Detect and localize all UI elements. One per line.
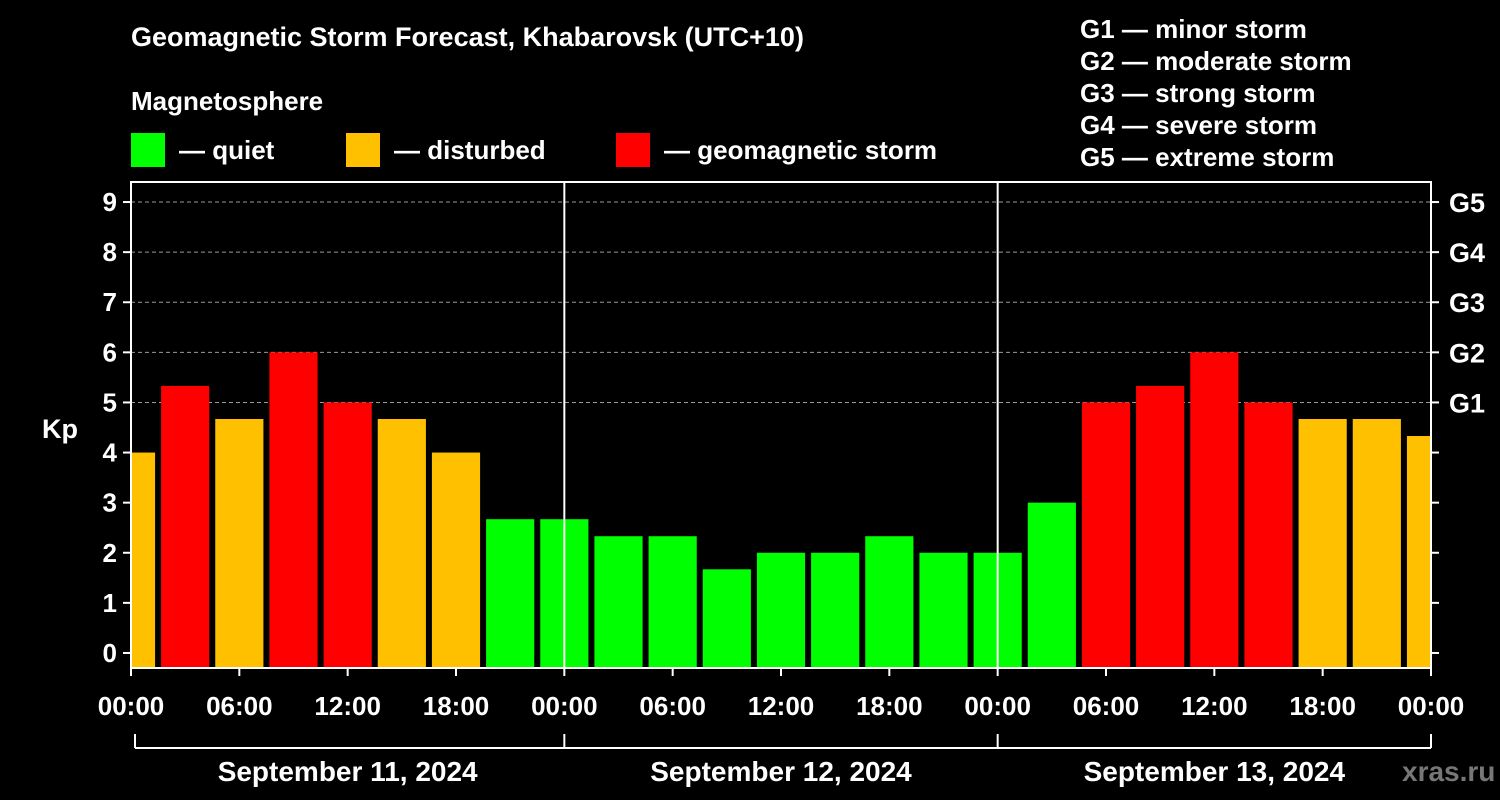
watermark: xras.ru (1402, 756, 1496, 787)
y-tick-label: 4 (103, 438, 118, 468)
legend-swatch-disturbed (346, 133, 380, 167)
kp-bar-3 (269, 352, 318, 668)
right-tick-label: G5 (1449, 188, 1485, 218)
kp-bar-13 (811, 552, 860, 668)
kp-bar-18 (1081, 402, 1131, 668)
x-tick-label: 06:00 (1073, 691, 1140, 721)
legend-title: Magnetosphere (131, 86, 324, 116)
y-tick-label: 0 (103, 638, 117, 668)
legend-swatch-storm (616, 133, 650, 167)
legend-item-disturbed: — disturbed (346, 132, 546, 168)
right-tick-label: G2 (1449, 338, 1485, 368)
kp-bar-17 (1027, 502, 1076, 668)
kp-bar-21 (1244, 402, 1293, 668)
kp-bar-14 (865, 536, 914, 668)
kp-bar-9 (594, 536, 643, 668)
legend-item-quiet: — quiet (131, 132, 274, 168)
day-label: September 12, 2024 (650, 756, 912, 787)
x-tick-label: 18:00 (423, 691, 490, 721)
day-label: September 13, 2024 (1084, 756, 1346, 787)
x-tick-label: 12:00 (748, 691, 815, 721)
kp-bar-23 (1352, 418, 1401, 668)
right-tick-label: G1 (1449, 388, 1485, 418)
chart-title: Geomagnetic Storm Forecast, Khabarovsk (… (131, 22, 804, 52)
y-tick-label: 3 (103, 488, 117, 518)
bars-group (132, 352, 1430, 668)
x-tick-label: 12:00 (314, 691, 381, 721)
kp-bar-10 (648, 536, 697, 668)
x-tick-label: 18:00 (856, 691, 923, 721)
legend-label-quiet: — quiet (179, 134, 275, 165)
storm-scale-g2: G2 — moderate storm (1080, 46, 1352, 76)
storm-scale-g4: G4 — severe storm (1080, 110, 1318, 140)
legend-swatch-quiet (131, 133, 165, 167)
kp-bar-1 (161, 385, 210, 668)
storm-scale-g1: G1 — minor storm (1080, 14, 1307, 44)
legend-label-storm: — geomagnetic storm (664, 134, 938, 165)
y-axis-label: Kp (42, 414, 78, 444)
x-tick-label: 00:00 (1398, 691, 1465, 721)
kp-bar-7 (486, 519, 535, 668)
y-tick-label: 8 (103, 237, 117, 267)
y-tick-label: 6 (103, 337, 117, 367)
legend-item-storm: — geomagnetic storm (616, 132, 937, 168)
storm-scale-g3: G3 — strong storm (1080, 78, 1316, 108)
kp-bar-5 (377, 418, 426, 668)
x-tick-label: 06:00 (639, 691, 706, 721)
kp-bar-24 (1406, 436, 1430, 668)
y-tick-label: 1 (103, 588, 117, 618)
kp-bar-0 (132, 452, 156, 668)
kp-bar-20 (1190, 352, 1239, 668)
x-tick-label: 00:00 (98, 691, 165, 721)
kp-bar-15 (919, 552, 968, 668)
x-tick-label: 12:00 (1181, 691, 1248, 721)
kp-bar-22 (1298, 418, 1347, 668)
y-tick-label: 9 (103, 187, 117, 217)
x-tick-label: 06:00 (206, 691, 273, 721)
legend-label-disturbed: — disturbed (394, 134, 546, 165)
kp-bar-6 (431, 452, 481, 668)
storm-scale-legend: G1 — minor storm G2 — moderate storm G3 … (1080, 13, 1352, 173)
y-tick-label: 5 (103, 387, 117, 417)
kp-bar-2 (215, 418, 264, 668)
kp-bar-12 (756, 552, 806, 668)
right-tick-label: G3 (1449, 288, 1485, 318)
kp-bar-11 (702, 569, 751, 668)
x-tick-label: 00:00 (964, 691, 1031, 721)
x-tick-label: 18:00 (1289, 691, 1356, 721)
y-tick-label: 2 (103, 538, 117, 568)
kp-bar-4 (323, 402, 372, 668)
y-tick-label: 7 (103, 287, 117, 317)
kp-bar-19 (1136, 385, 1185, 668)
day-label: September 11, 2024 (218, 756, 478, 787)
storm-scale-g5: G5 — extreme storm (1080, 142, 1335, 172)
right-tick-label: G4 (1449, 238, 1485, 268)
x-tick-label: 00:00 (531, 691, 598, 721)
